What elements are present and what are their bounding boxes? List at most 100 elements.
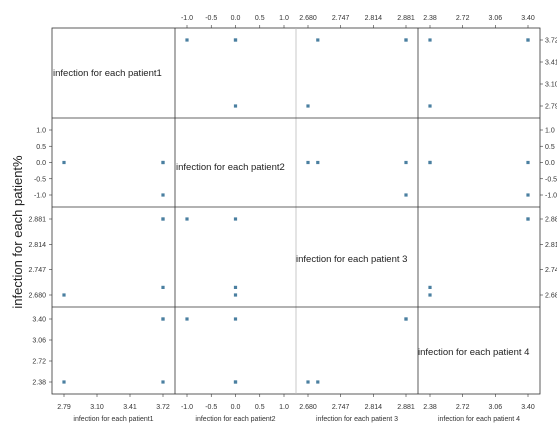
scatter-point <box>62 160 66 165</box>
x-tick-label: 0.0 <box>231 404 241 411</box>
x-tick-label: 3.72 <box>156 404 170 411</box>
x-tick-label: 2.79 <box>57 404 71 411</box>
y-tick-label: 2.38 <box>32 380 46 387</box>
scatter-point <box>161 317 165 321</box>
right-tick-label: 0.5 <box>545 144 555 151</box>
right-tick-label: 3.72 <box>545 38 557 45</box>
right-tick-label: 2.881 <box>545 217 557 224</box>
scatter-point <box>233 38 238 42</box>
x-axis-variable-label: infection for each patient2 <box>195 416 275 423</box>
y-tick-label: 1.0 <box>36 128 46 135</box>
right-tick-label: 2.747 <box>545 267 557 274</box>
x-tick-label: 1.0 <box>279 404 289 411</box>
x-axis-variable-label: infection for each patient1 <box>73 416 153 423</box>
scatter-point <box>306 160 310 165</box>
y-tick-label: 0.5 <box>36 144 46 151</box>
x-tick-label: 2.881 <box>397 404 415 411</box>
x-tick-label: 0.5 <box>255 404 265 411</box>
scatter-point <box>161 380 165 384</box>
scatter-point <box>62 380 66 384</box>
x-tick-label: -1.0 <box>181 404 193 411</box>
scatter-point <box>404 160 408 165</box>
scatter-point <box>62 293 66 297</box>
y-tick-label: -1.0 <box>34 193 46 200</box>
y-tick-label: 3.40 <box>32 317 46 324</box>
right-tick-label: 2.79 <box>545 104 557 111</box>
x-tick-label: 2.747 <box>332 404 350 411</box>
scatter-point <box>161 285 165 289</box>
top-tick-label: -1.0 <box>181 15 193 22</box>
y-axis-title: infection for each patient% <box>10 155 25 309</box>
top-tick-label: 2.747 <box>332 15 350 22</box>
right-tick-label: 1.0 <box>545 128 555 135</box>
scatter-point <box>526 160 530 165</box>
scatter-point <box>233 217 238 221</box>
scatter-point <box>428 293 432 297</box>
top-tick-label: 3.06 <box>489 15 503 22</box>
scatter-point <box>526 38 530 42</box>
scatter-point <box>161 193 165 197</box>
top-tick-label: 1.0 <box>279 15 289 22</box>
scatter-point <box>404 317 408 321</box>
scatter-point <box>233 285 238 289</box>
right-tick-label: 2.814 <box>545 242 557 249</box>
scatter-point <box>316 38 320 42</box>
top-tick-label: 3.40 <box>521 15 535 22</box>
scatter-point <box>316 160 320 165</box>
top-tick-label: 2.680 <box>299 15 317 22</box>
scatter-point <box>316 380 320 384</box>
top-tick-label: 0.0 <box>231 15 241 22</box>
x-tick-label: 3.10 <box>90 404 104 411</box>
x-tick-label: 3.41 <box>123 404 137 411</box>
scatter-point <box>185 38 189 42</box>
right-tick-label: -1.0 <box>545 193 557 200</box>
scatter-point <box>161 217 165 221</box>
scatter-point <box>428 38 432 42</box>
scatter-point <box>306 380 310 384</box>
diagonal-label: infection for each patient 4 <box>418 347 529 358</box>
y-tick-label: 2.881 <box>28 217 46 224</box>
scatter-point <box>306 104 310 108</box>
scatter-point <box>233 293 238 297</box>
diagonal-label: infection for each patient1 <box>53 68 162 79</box>
diagonal-label: infection for each patient 3 <box>296 254 407 265</box>
scatter-point <box>526 217 530 221</box>
y-tick-label: 2.680 <box>28 293 46 300</box>
scatter-point <box>233 317 238 321</box>
scatter-point <box>428 285 432 289</box>
scatter-point <box>526 193 530 197</box>
y-tick-label: -0.5 <box>34 176 46 183</box>
scatter-point <box>404 38 408 42</box>
x-tick-label: 3.06 <box>489 404 503 411</box>
scatter-point <box>428 160 432 165</box>
scatter-point <box>185 317 189 321</box>
y-tick-label: 0.0 <box>36 160 46 167</box>
x-tick-label: 2.814 <box>365 404 383 411</box>
diagonal-label: infection for each patient2 <box>176 162 285 173</box>
right-tick-label: 3.10 <box>545 82 557 89</box>
right-tick-label: 3.41 <box>545 60 557 67</box>
y-tick-label: 2.814 <box>28 242 46 249</box>
scatter-point <box>233 380 238 384</box>
scatter-point <box>428 104 432 108</box>
scatter-point <box>404 193 408 197</box>
top-tick-label: 2.881 <box>397 15 415 22</box>
y-tick-label: 2.72 <box>32 359 46 366</box>
scatter-point <box>161 160 165 165</box>
right-tick-label: -0.5 <box>545 176 557 183</box>
x-tick-label: -0.5 <box>205 404 217 411</box>
x-tick-label: 3.40 <box>521 404 535 411</box>
top-tick-label: 2.72 <box>456 15 470 22</box>
x-axis-variable-label: infection for each patient 3 <box>316 416 398 423</box>
x-tick-label: 2.680 <box>299 404 317 411</box>
top-tick-label: 2.814 <box>365 15 383 22</box>
scatter-point <box>233 104 238 108</box>
y-tick-label: 3.06 <box>32 338 46 345</box>
x-tick-label: 2.72 <box>456 404 470 411</box>
scatter-point <box>185 217 189 221</box>
right-tick-label: 2.680 <box>545 293 557 300</box>
y-tick-label: 2.747 <box>28 267 46 274</box>
right-tick-label: 0.0 <box>545 160 555 167</box>
